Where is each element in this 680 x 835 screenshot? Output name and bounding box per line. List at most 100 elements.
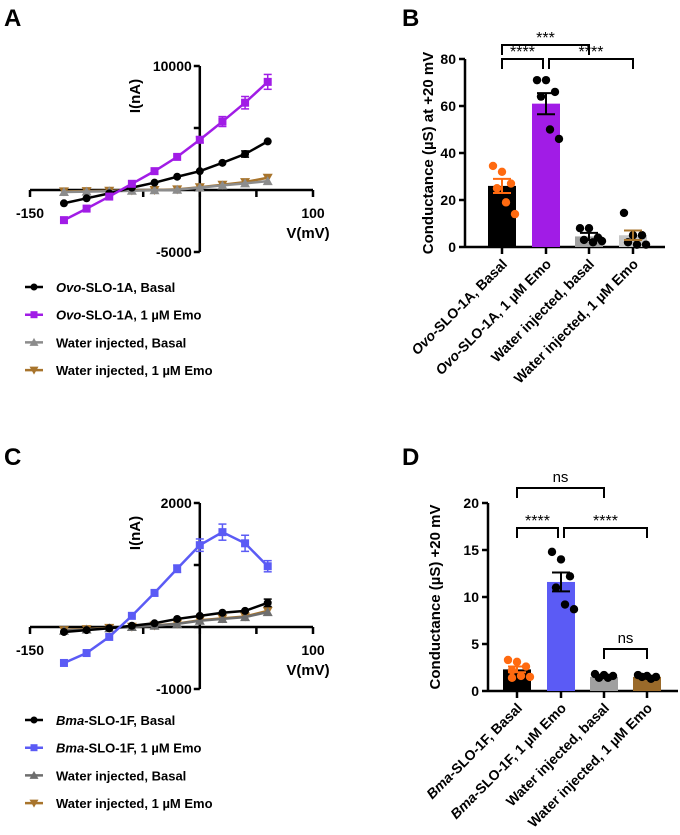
data-point — [217, 613, 228, 623]
x-tick-label: 100 — [301, 205, 325, 221]
significance-bracket — [516, 527, 559, 538]
y-tick-label: 20 — [440, 192, 456, 208]
data-point — [59, 216, 68, 225]
significance-bracket — [501, 44, 590, 55]
data-point — [516, 671, 526, 681]
data-point — [173, 614, 182, 623]
legend-marker — [29, 366, 39, 375]
significance-bracket — [563, 527, 648, 538]
data-point — [556, 555, 566, 564]
data-point — [262, 607, 273, 617]
significance-label: **** — [593, 513, 618, 530]
data-point — [263, 137, 272, 146]
data-point — [541, 75, 551, 85]
x-tick-label: -150 — [16, 205, 44, 221]
data-point — [150, 167, 159, 176]
data-point — [497, 167, 507, 176]
data-point — [127, 611, 136, 620]
data-point — [641, 240, 651, 249]
data-point — [173, 564, 182, 573]
legend-label: Bma-SLO-1F, 1 µM Emo — [56, 741, 202, 756]
legend-label: Water injected, Basal — [56, 768, 186, 783]
data-point — [240, 612, 251, 622]
significance-label: **** — [579, 44, 604, 61]
data-point — [554, 134, 564, 144]
data-point — [59, 199, 68, 208]
data-point — [565, 572, 575, 581]
data-point — [150, 619, 159, 628]
legend-marker — [29, 770, 39, 779]
data-point — [82, 204, 91, 213]
legend-label: Ovo-SLO-1A, Basal — [56, 280, 175, 295]
data-point — [532, 75, 542, 85]
data-point — [506, 179, 516, 188]
y-tick-label: 20 — [463, 495, 479, 511]
data-point — [194, 615, 205, 625]
data-point — [218, 608, 227, 617]
data-point — [262, 176, 273, 186]
data-point — [510, 209, 520, 219]
y-tick-label: 60 — [440, 98, 456, 114]
data-point — [59, 658, 68, 667]
series-line — [63, 530, 269, 665]
significance-label: **** — [510, 44, 535, 61]
y-tick-label: -1000 — [156, 681, 192, 697]
data-point — [150, 588, 159, 597]
data-point — [127, 179, 136, 188]
data-point — [525, 672, 535, 682]
bar — [532, 103, 560, 248]
data-point — [127, 621, 136, 630]
legend-marker — [30, 283, 38, 291]
data-point — [263, 598, 272, 607]
legend-label: Water injected, Basal — [56, 335, 186, 350]
legend-label: Water injected, 1 µM Emo — [56, 796, 213, 811]
legend-label: Ovo-SLO-1A, 1 µM Emo — [56, 308, 202, 323]
bar — [619, 235, 647, 247]
y-axis-label: Conductance (µS) +20 mV — [427, 505, 444, 690]
data-point — [263, 562, 272, 571]
data-point — [173, 152, 182, 161]
data-point — [195, 135, 204, 144]
data-point — [263, 77, 272, 86]
data-point — [105, 624, 114, 633]
series-line — [63, 80, 269, 222]
y-tick-label: 5 — [471, 636, 479, 652]
y-tick-label: 0 — [448, 239, 456, 255]
y-axis-label: I(nA) — [127, 516, 144, 550]
x-axis-label: V(mV) — [286, 662, 329, 679]
data-point — [545, 125, 555, 134]
data-point — [195, 167, 204, 176]
y-tick-label: 40 — [440, 145, 456, 161]
x-axis-label: V(mV) — [286, 225, 329, 242]
data-point — [82, 649, 91, 658]
data-point — [82, 626, 91, 635]
data-point — [218, 528, 227, 537]
data-point — [218, 117, 227, 126]
data-point — [547, 547, 557, 557]
data-point — [195, 541, 204, 550]
significance-label: ns — [618, 630, 634, 647]
data-point — [194, 182, 205, 192]
significance-bracket — [501, 58, 544, 69]
y-tick-label: 15 — [463, 542, 479, 558]
data-point — [81, 186, 92, 196]
data-point — [507, 673, 517, 683]
x-tick-label: 100 — [301, 642, 325, 658]
data-point — [536, 92, 546, 101]
data-point — [241, 539, 250, 548]
legend-marker — [30, 311, 38, 319]
data-point — [637, 231, 647, 240]
data-point — [512, 657, 522, 667]
significance-bracket — [548, 58, 634, 69]
significance-bracket — [603, 648, 648, 659]
y-tick-label: 80 — [440, 51, 456, 67]
data-point — [105, 632, 114, 641]
panel-label-a: A — [4, 5, 21, 32]
data-point — [150, 178, 159, 187]
data-point — [172, 184, 183, 194]
data-point — [82, 194, 91, 203]
y-tick-label: 0 — [471, 683, 479, 699]
data-point — [105, 192, 114, 201]
data-point — [172, 618, 183, 628]
